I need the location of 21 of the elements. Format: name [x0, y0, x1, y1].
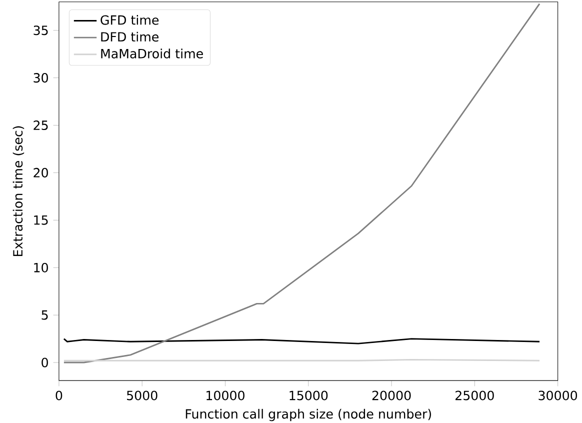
- x-axis-title: Function call graph size (node number): [186, 408, 432, 422]
- legend-label: DFD time: [101, 32, 159, 42]
- x-tick-label: 10000: [206, 390, 244, 400]
- x-tick-label: 30000: [538, 390, 578, 400]
- y-tick-label: 0: [42, 358, 48, 368]
- x-tick-label: 0: [56, 390, 62, 400]
- y-tick-label: 25: [34, 120, 48, 130]
- y-tick-label: 30: [34, 72, 48, 82]
- x-tick-label: 20000: [372, 390, 411, 400]
- y-tick-label: 10: [34, 262, 48, 272]
- line-series: [63, 2, 540, 364]
- y-axis-title: Extraction time (sec): [12, 126, 24, 256]
- x-tick-label: 5000: [127, 390, 158, 400]
- y-tick-label: 15: [34, 215, 48, 225]
- y-tick-label: 5: [42, 310, 48, 320]
- x-tick-label: 15000: [290, 390, 328, 400]
- y-tick-label: 35: [34, 25, 48, 36]
- legend-label: GFD time: [100, 14, 159, 25]
- y-tick-label: 20: [34, 168, 48, 178]
- legend-label: MaMaDroid time: [101, 48, 203, 58]
- x-tick-label: 25000: [456, 390, 494, 400]
